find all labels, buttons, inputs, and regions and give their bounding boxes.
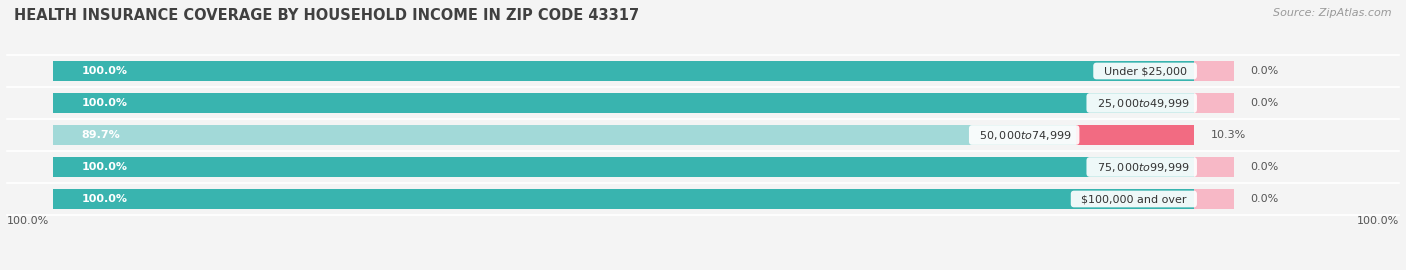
Text: $75,000 to $99,999: $75,000 to $99,999 — [1090, 160, 1194, 174]
Text: 100.0%: 100.0% — [82, 98, 127, 108]
Text: HEALTH INSURANCE COVERAGE BY HOUSEHOLD INCOME IN ZIP CODE 43317: HEALTH INSURANCE COVERAGE BY HOUSEHOLD I… — [14, 8, 640, 23]
Bar — [52, 157, 1194, 177]
Bar — [1076, 125, 1194, 145]
Bar — [52, 61, 1194, 81]
Bar — [1194, 93, 1233, 113]
Text: 0.0%: 0.0% — [1251, 194, 1279, 204]
Text: 100.0%: 100.0% — [82, 162, 127, 172]
Text: $50,000 to $74,999: $50,000 to $74,999 — [973, 129, 1076, 141]
Text: 89.7%: 89.7% — [82, 130, 120, 140]
Text: 0.0%: 0.0% — [1251, 66, 1279, 76]
Bar — [1194, 157, 1233, 177]
Bar — [52, 189, 1194, 209]
Bar — [52, 125, 1076, 145]
Bar — [1194, 61, 1233, 81]
Bar — [52, 93, 1194, 113]
Text: 100.0%: 100.0% — [7, 216, 49, 226]
Bar — [52, 189, 1194, 209]
Text: Under $25,000: Under $25,000 — [1097, 66, 1194, 76]
Bar — [1194, 189, 1233, 209]
Text: 10.3%: 10.3% — [1211, 130, 1246, 140]
Text: Source: ZipAtlas.com: Source: ZipAtlas.com — [1274, 8, 1392, 18]
Bar — [52, 157, 1194, 177]
Text: 100.0%: 100.0% — [82, 66, 127, 76]
Bar — [52, 125, 1194, 145]
Text: $25,000 to $49,999: $25,000 to $49,999 — [1090, 96, 1194, 110]
Text: 0.0%: 0.0% — [1251, 98, 1279, 108]
Text: 100.0%: 100.0% — [82, 194, 127, 204]
Text: $100,000 and over: $100,000 and over — [1074, 194, 1194, 204]
Text: 0.0%: 0.0% — [1251, 162, 1279, 172]
Text: 100.0%: 100.0% — [1357, 216, 1399, 226]
Bar — [52, 61, 1194, 81]
Bar — [52, 93, 1194, 113]
